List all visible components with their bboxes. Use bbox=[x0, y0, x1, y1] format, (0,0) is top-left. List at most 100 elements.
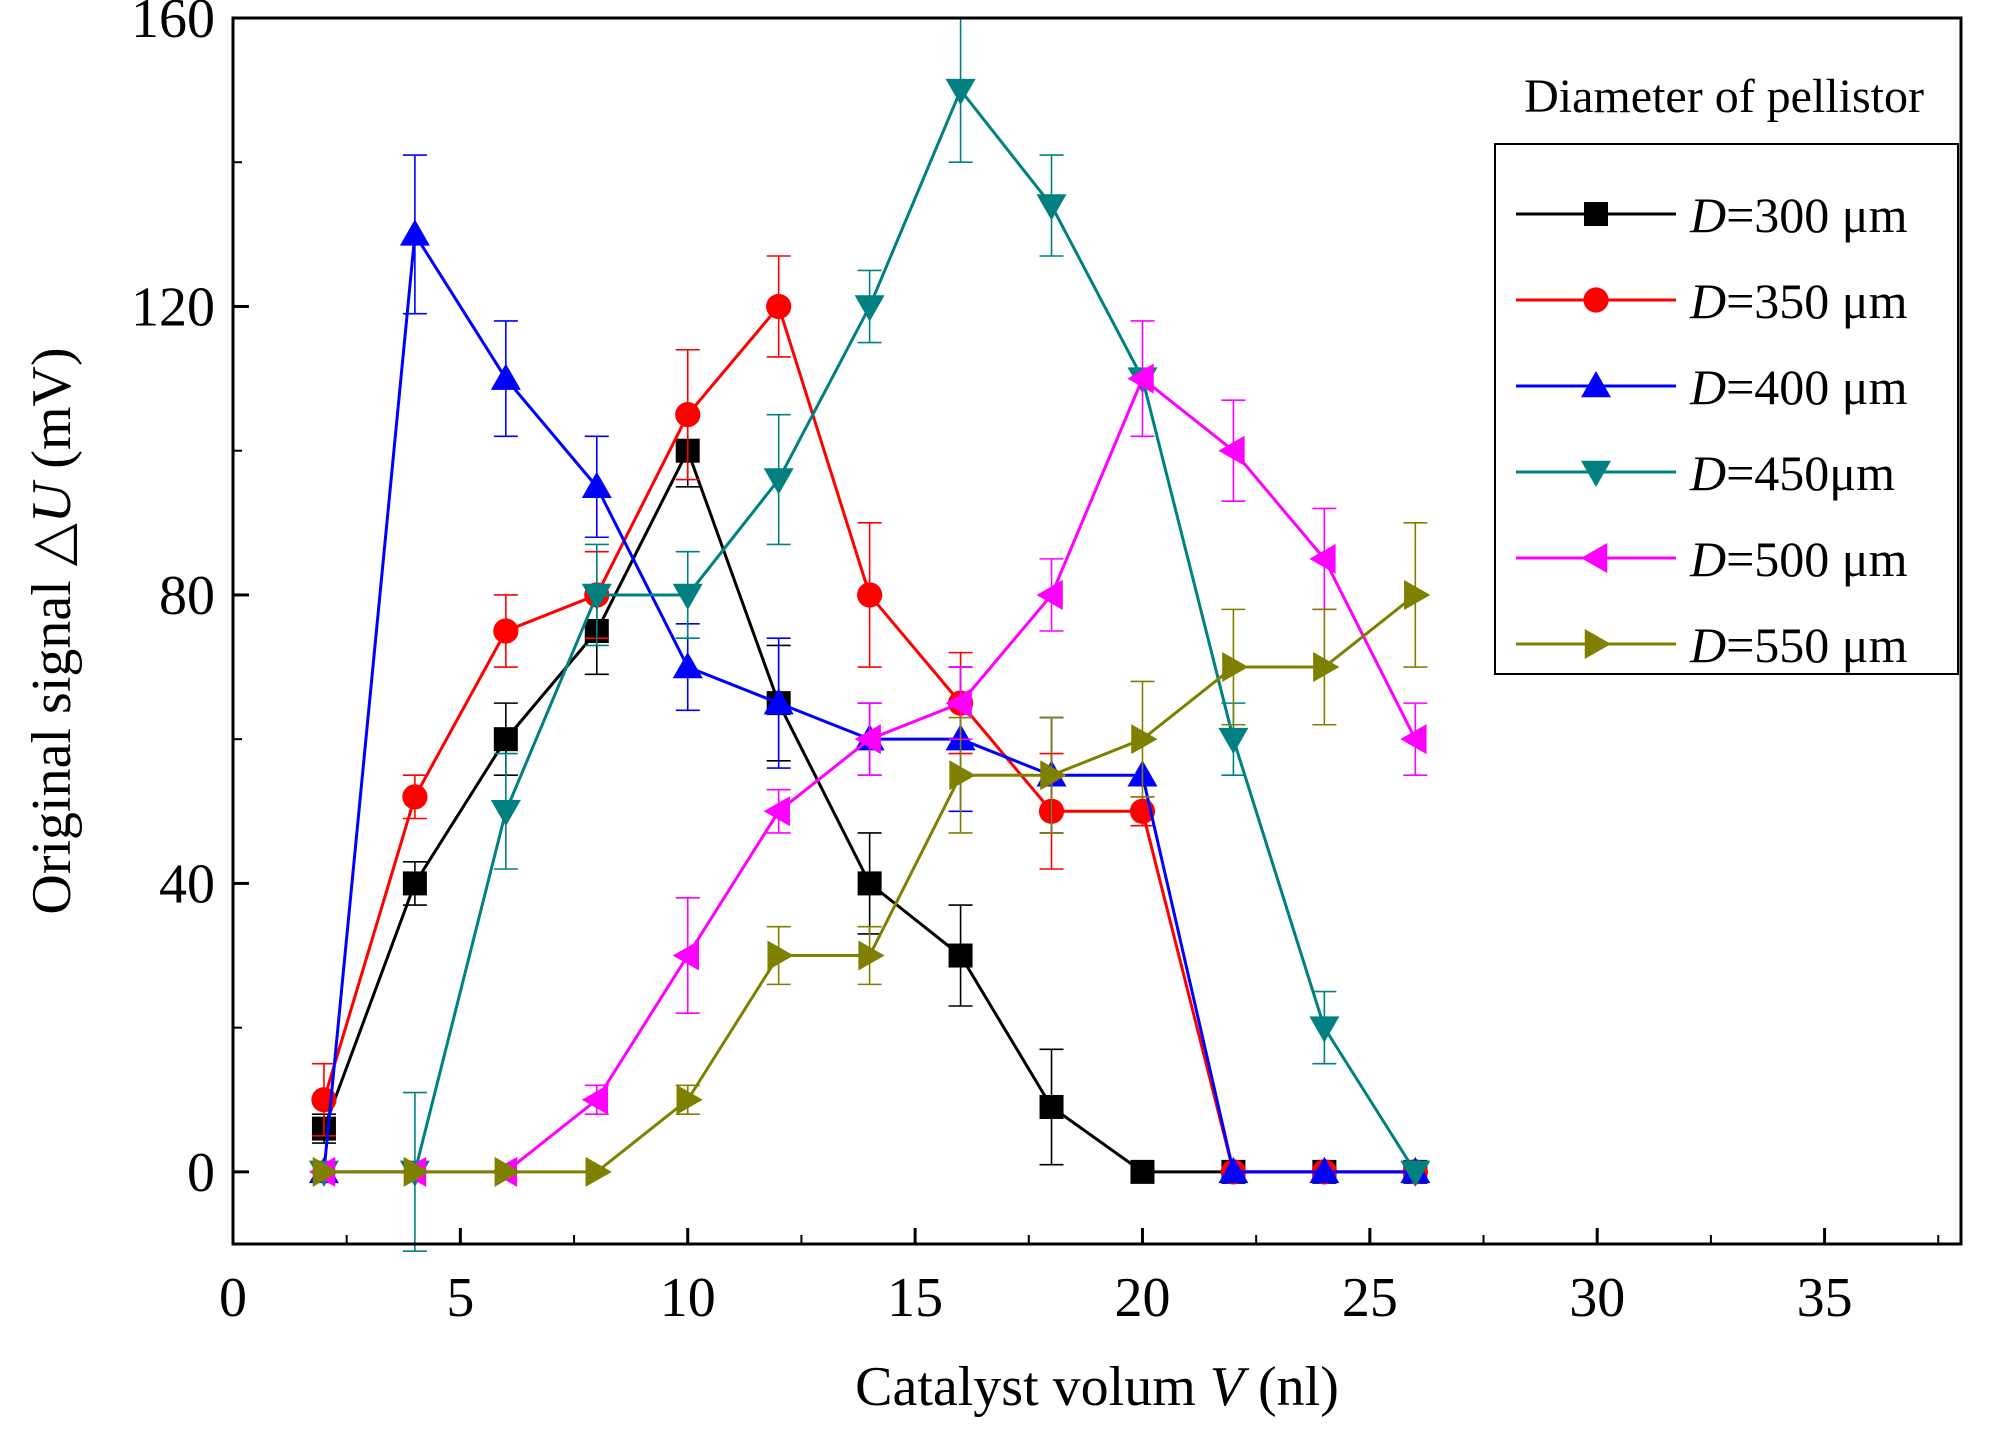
legend-label-value: =400 μm bbox=[1726, 359, 1908, 415]
legend-label-value: =450μm bbox=[1726, 445, 1895, 501]
y-tick-label: 0 bbox=[187, 1142, 215, 1204]
data-point bbox=[1040, 760, 1067, 791]
data-point bbox=[1039, 1094, 1064, 1119]
data-point bbox=[1400, 1160, 1431, 1187]
legend-title: Diameter of pellistor bbox=[1524, 70, 1924, 123]
data-point bbox=[857, 582, 883, 608]
data-point bbox=[490, 800, 521, 827]
legend-box bbox=[1494, 143, 1959, 675]
legend-label-value: =350 μm bbox=[1726, 273, 1908, 329]
legend-label-variable: D bbox=[1689, 187, 1726, 243]
data-point bbox=[767, 940, 794, 971]
series-4 bbox=[308, 320, 1428, 1187]
legend-marker bbox=[1583, 287, 1609, 313]
x-tick-label: 35 bbox=[1797, 1267, 1853, 1329]
data-point bbox=[1218, 435, 1245, 466]
data-point bbox=[1404, 579, 1431, 610]
data-point bbox=[399, 219, 430, 246]
data-point bbox=[402, 784, 428, 810]
legend-item-3: D=450μm bbox=[1516, 445, 1895, 501]
data-point bbox=[1313, 652, 1340, 683]
legend-marker bbox=[1581, 543, 1608, 573]
data-point bbox=[949, 760, 976, 791]
data-point bbox=[1309, 543, 1336, 574]
legend-marker bbox=[1581, 460, 1611, 487]
data-point bbox=[312, 1156, 339, 1187]
x-axis-label-prefix: Catalyst volum bbox=[855, 1356, 1210, 1418]
y-tick-label: 120 bbox=[131, 276, 215, 338]
data-point bbox=[490, 363, 521, 390]
axes-frame bbox=[231, 16, 1963, 1246]
legend-label: D=500 μm bbox=[1689, 531, 1908, 587]
x-axis-label: Catalyst volum V (nl) bbox=[855, 1356, 1339, 1418]
data-point bbox=[1131, 724, 1158, 755]
data-point bbox=[763, 688, 794, 715]
data-point bbox=[763, 468, 794, 495]
legend-label-variable: D bbox=[1689, 359, 1726, 415]
data-point bbox=[945, 688, 972, 719]
series-5 bbox=[312, 522, 1431, 1187]
legend-item-0: D=300 μm bbox=[1516, 187, 1908, 243]
x-axis-label-suffix: (nl) bbox=[1244, 1356, 1339, 1418]
data-point bbox=[948, 943, 973, 968]
x-axis: 0 5 10 15 20 25 30 35 bbox=[219, 1228, 1940, 1329]
legend-label-value: =500 μm bbox=[1726, 531, 1908, 587]
data-point bbox=[585, 1156, 612, 1187]
data-point bbox=[493, 618, 519, 644]
data-point bbox=[581, 471, 612, 499]
data-point bbox=[1309, 1016, 1340, 1043]
data-point bbox=[403, 1156, 430, 1187]
x-tick-label: 15 bbox=[887, 1267, 943, 1329]
legend-label-variable: D bbox=[1689, 445, 1726, 501]
legend-item-4: D=500 μm bbox=[1516, 531, 1908, 587]
y-tick-label: 160 bbox=[131, 0, 215, 50]
data-point bbox=[858, 940, 885, 971]
legend-item-1: D=350 μm bbox=[1516, 273, 1908, 329]
y-axis-label-prefix: Original signal bbox=[21, 566, 83, 914]
data-point bbox=[402, 871, 427, 896]
x-tick-label: 10 bbox=[660, 1267, 716, 1329]
x-axis-label-variable: V bbox=[1210, 1356, 1250, 1418]
plot-area bbox=[308, 17, 1431, 1253]
data-point bbox=[1036, 579, 1063, 610]
data-point bbox=[581, 1084, 609, 1115]
data-point bbox=[766, 293, 792, 320]
data-point bbox=[676, 1084, 703, 1115]
y-axis: 0 40 80 120 160 bbox=[131, 0, 249, 1204]
x-tick-label: 20 bbox=[1114, 1267, 1170, 1329]
data-point bbox=[854, 295, 885, 322]
legend-label: D=550 μm bbox=[1689, 617, 1908, 673]
y-axis-label-variable: △U bbox=[21, 479, 83, 566]
data-point bbox=[672, 652, 703, 679]
legend-label: D=300 μm bbox=[1689, 187, 1908, 243]
data-point bbox=[1218, 1156, 1249, 1184]
y-tick-label: 40 bbox=[159, 853, 215, 915]
y-tick-label: 80 bbox=[159, 565, 215, 627]
x-tick-label: 5 bbox=[446, 1267, 474, 1329]
data-point bbox=[493, 727, 518, 752]
legend-marker bbox=[1581, 371, 1611, 398]
data-point bbox=[1036, 194, 1067, 221]
data-point bbox=[763, 796, 790, 827]
data-point bbox=[1127, 363, 1154, 394]
y-axis-label-suffix: (mV) bbox=[21, 347, 83, 482]
legend-label: D=450μm bbox=[1689, 445, 1895, 501]
data-point bbox=[945, 78, 976, 106]
data-point bbox=[581, 583, 612, 610]
data-point bbox=[857, 871, 882, 896]
data-point bbox=[1309, 1156, 1340, 1184]
legend-label-variable: D bbox=[1689, 531, 1726, 587]
legend-label-value: =300 μm bbox=[1726, 187, 1908, 243]
data-point bbox=[672, 583, 703, 610]
data-point bbox=[1218, 727, 1249, 755]
x-tick-label: 0 bbox=[219, 1267, 247, 1329]
legend-item-5: D=550 μm bbox=[1516, 617, 1908, 673]
data-point bbox=[1400, 724, 1427, 755]
data-point bbox=[672, 940, 699, 971]
legend-item-2: D=400 μm bbox=[1516, 359, 1908, 415]
x-tick-label: 25 bbox=[1342, 1267, 1398, 1329]
data-point bbox=[675, 402, 701, 428]
legend-label: D=350 μm bbox=[1689, 273, 1908, 329]
legend-marker bbox=[1584, 202, 1608, 226]
